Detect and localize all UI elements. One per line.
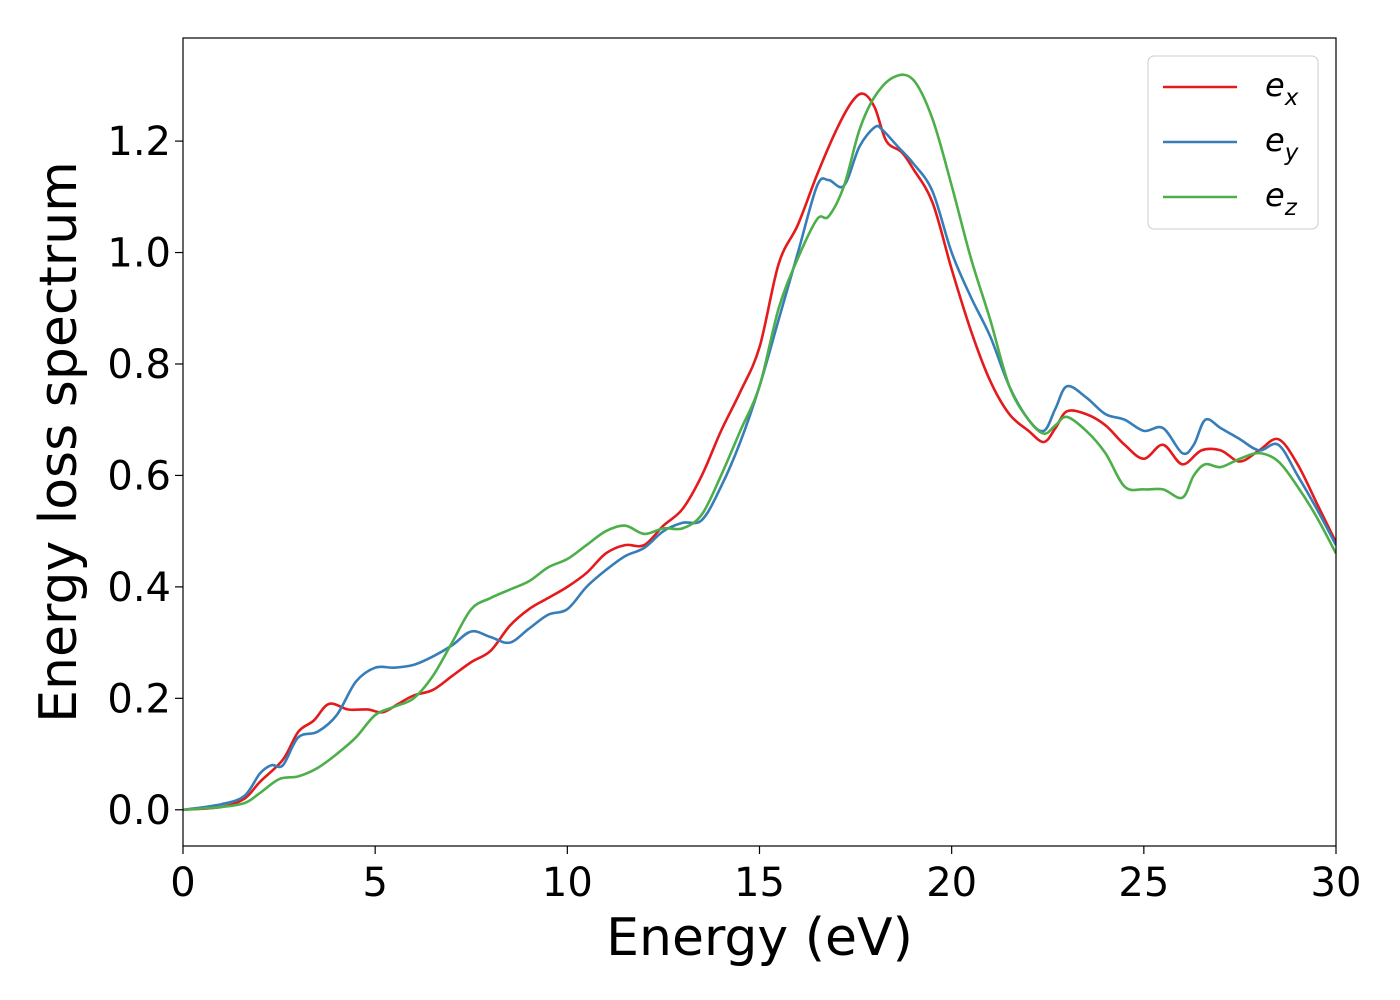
legend-label-ex: ex <box>1265 66 1299 111</box>
y-tick-label: 0.6 <box>107 453 171 499</box>
series-line-ez <box>183 73 1336 812</box>
y-tick-label: 0.4 <box>107 565 171 611</box>
legend-label-subscript: y <box>1284 140 1299 166</box>
x-tick-label: 5 <box>362 860 387 906</box>
series-layer <box>183 73 1336 812</box>
y-tick-label: 1.0 <box>107 231 171 277</box>
y-tick-label: 1.2 <box>107 119 171 165</box>
x-axis: 0 5 10 15 20 25 30 <box>170 846 1361 906</box>
series-line-ey <box>183 124 1336 812</box>
legend-label-base: e <box>1265 121 1285 159</box>
legend-label-base: e <box>1265 66 1285 104</box>
x-axis-title: Energy (eV) <box>606 908 913 968</box>
x-tick-label: 25 <box>1118 860 1169 906</box>
y-axis-title: Energy loss spectrum <box>29 161 89 723</box>
x-tick-label: 10 <box>542 860 593 906</box>
x-tick-label: 20 <box>926 860 977 906</box>
y-tick-label: 0.8 <box>107 342 171 388</box>
y-axis: 0.0 0.2 0.4 0.6 0.8 1.0 1.2 <box>107 119 183 834</box>
x-tick-label: 15 <box>734 860 785 906</box>
y-tick-label: 0.2 <box>107 676 171 722</box>
legend-label-subscript: x <box>1284 85 1299 111</box>
y-tick-label: 0.0 <box>107 788 171 834</box>
x-tick-label: 30 <box>1311 860 1362 906</box>
legend-label-ey: ey <box>1265 121 1299 166</box>
x-tick-label: 0 <box>170 860 195 906</box>
legend-label-ez: ez <box>1265 176 1298 221</box>
legend-label-subscript: z <box>1284 195 1298 221</box>
legend-label-base: e <box>1265 176 1285 214</box>
